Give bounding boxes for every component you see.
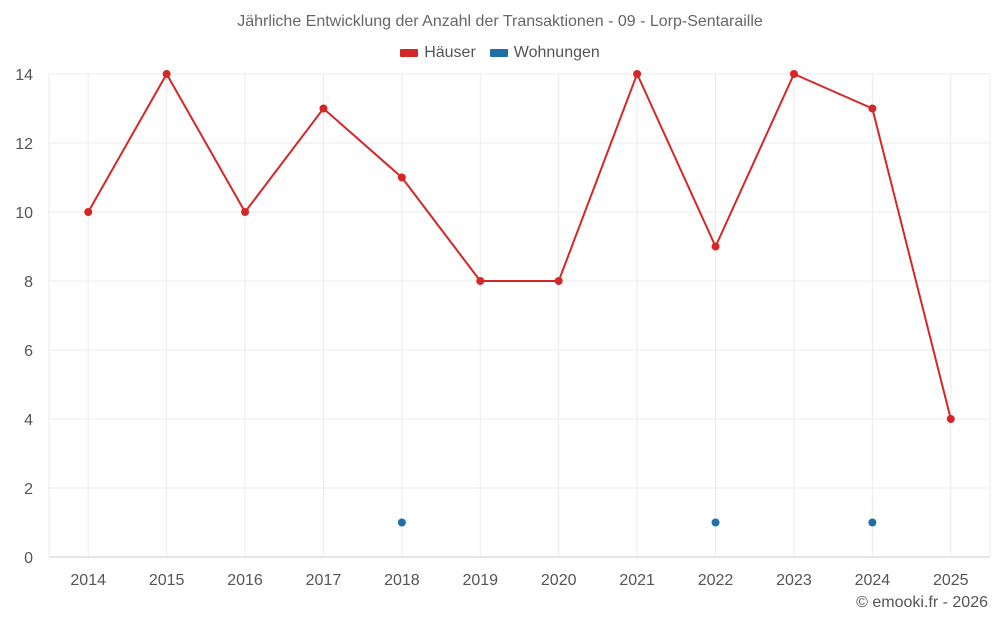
data-point-0-2024 xyxy=(868,104,877,113)
x-tick-label-2021: 2021 xyxy=(619,572,655,589)
x-tick-label-2014: 2014 xyxy=(70,572,106,589)
data-point-0-2018 xyxy=(397,173,406,182)
x-tick-label-2022: 2022 xyxy=(698,572,734,589)
x-tick-label-2025: 2025 xyxy=(933,572,969,589)
legend-item-haeuser[interactable]: Häuser xyxy=(400,44,476,62)
y-tick-label-14: 14 xyxy=(15,67,33,84)
x-tick-label-2020: 2020 xyxy=(541,572,577,589)
credit-text: © emooki.fr - 2026 xyxy=(856,594,988,611)
legend-label-wohnungen: Wohnungen xyxy=(513,44,600,61)
x-tick-label-2023: 2023 xyxy=(776,572,812,589)
data-point-0-2019 xyxy=(476,277,485,285)
x-tick-label-2016: 2016 xyxy=(227,572,263,589)
legend-swatch-wohnungen xyxy=(489,49,508,57)
data-point-0-2021 xyxy=(633,70,642,78)
series-line-0 xyxy=(87,73,952,420)
data-point-0-2025 xyxy=(946,415,955,423)
data-point-0-2015 xyxy=(162,70,171,78)
chart-title: Jährliche Entwicklung der Anzahl der Tra… xyxy=(237,13,763,30)
data-point-0-2016 xyxy=(241,208,250,216)
x-tick-label-2015: 2015 xyxy=(149,572,185,589)
data-point-1-2018 xyxy=(397,518,406,527)
legend-label-haeuser: Häuser xyxy=(424,44,476,61)
y-tick-label-12: 12 xyxy=(15,136,33,153)
data-point-0-2017 xyxy=(319,104,328,113)
legend-swatch-haeuser xyxy=(400,49,419,57)
data-point-0-2014 xyxy=(84,208,93,216)
y-tick-label-4: 4 xyxy=(24,412,33,429)
x-tick-label-2017: 2017 xyxy=(306,572,342,589)
y-tick-label-10: 10 xyxy=(15,205,33,222)
y-tick-label-8: 8 xyxy=(24,274,33,291)
legend-item-wohnungen[interactable]: Wohnungen xyxy=(489,44,600,62)
data-point-1-2022 xyxy=(711,518,720,527)
x-tick-label-2018: 2018 xyxy=(384,572,420,589)
data-point-0-2022 xyxy=(711,242,720,251)
y-tick-label-0: 0 xyxy=(24,550,33,567)
data-point-1-2024 xyxy=(868,518,877,527)
data-point-0-2023 xyxy=(789,70,798,78)
x-tick-label-2019: 2019 xyxy=(462,572,498,589)
data-point-0-2020 xyxy=(554,277,563,285)
legend: Häuser Wohnungen xyxy=(0,44,1000,62)
y-tick-label-6: 6 xyxy=(24,343,33,360)
y-tick-label-2: 2 xyxy=(24,481,33,498)
x-tick-label-2024: 2024 xyxy=(855,572,891,589)
